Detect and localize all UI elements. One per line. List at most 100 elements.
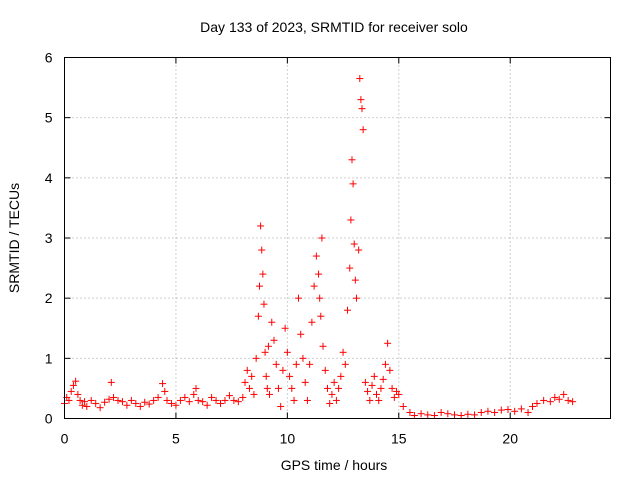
data-point: [564, 396, 572, 404]
data-point: [245, 384, 253, 392]
data-point: [477, 408, 485, 416]
data-point: [341, 360, 349, 368]
data-point: [264, 342, 272, 350]
data-point: [92, 399, 100, 407]
data-point: [323, 384, 331, 392]
data-point: [161, 387, 169, 395]
data-point: [306, 360, 314, 368]
data-point: [316, 294, 324, 302]
data-point: [350, 240, 358, 248]
data-point: [266, 390, 274, 398]
data-point: [290, 396, 298, 404]
data-point: [321, 366, 329, 374]
data-point: [257, 222, 265, 230]
data-point: [76, 396, 84, 404]
y-tick-label: 0: [45, 411, 53, 427]
data-point: [364, 387, 372, 395]
data-point: [185, 398, 193, 406]
data-point: [190, 390, 198, 398]
data-point: [274, 384, 282, 392]
data-point: [430, 411, 438, 419]
data-point: [417, 410, 425, 418]
data-point: [437, 408, 445, 416]
data-point: [491, 408, 499, 416]
data-point: [281, 324, 289, 332]
data-point: [263, 384, 271, 392]
x-tick-label: 15: [391, 431, 407, 447]
data-point: [351, 276, 359, 284]
data-point: [484, 407, 492, 415]
data-point: [335, 384, 343, 392]
data-point: [533, 399, 541, 407]
data-point: [283, 348, 291, 356]
data-point: [261, 348, 269, 356]
data-point: [167, 399, 175, 407]
data-point: [315, 270, 323, 278]
data-point: [347, 216, 355, 224]
data-point: [497, 406, 505, 414]
data-point: [317, 312, 325, 320]
data-point: [114, 396, 122, 404]
data-point: [297, 330, 305, 338]
data-point: [318, 234, 326, 242]
data-point: [330, 378, 338, 386]
data-point: [105, 395, 113, 403]
data-point: [256, 282, 263, 290]
data-point: [136, 402, 144, 410]
data-point: [230, 396, 238, 404]
data-point: [326, 399, 334, 407]
data-point: [172, 401, 180, 409]
data-point: [464, 410, 472, 418]
chart-title: Day 133 of 2023, SRMTID for receiver sol…: [200, 19, 468, 35]
data-point: [72, 377, 80, 385]
data-point: [252, 354, 260, 362]
data-point: [270, 336, 278, 344]
data-point: [384, 339, 392, 347]
data-point: [451, 411, 458, 419]
y-tick-label: 2: [45, 290, 53, 306]
data-point: [303, 396, 311, 404]
data-point: [78, 401, 86, 409]
data-point: [203, 401, 211, 409]
data-point: [199, 398, 207, 406]
data-point: [366, 396, 374, 404]
data-point: [69, 381, 77, 389]
y-tick-label: 4: [45, 170, 53, 186]
data-point: [292, 360, 300, 368]
data-point: [83, 402, 91, 410]
data-points: [61, 75, 577, 419]
x-tick-label: 20: [502, 431, 518, 447]
data-point: [258, 246, 266, 254]
data-point: [517, 405, 525, 413]
data-point: [286, 372, 294, 380]
data-point: [250, 390, 258, 398]
data-point: [107, 378, 115, 386]
data-point: [471, 411, 479, 419]
data-point: [194, 396, 202, 404]
data-point: [254, 312, 262, 320]
data-point: [277, 402, 285, 410]
data-point: [81, 398, 89, 406]
data-point: [101, 398, 109, 406]
data-point: [348, 156, 356, 164]
data-point: [529, 402, 536, 410]
data-point: [110, 393, 118, 401]
data-point: [295, 294, 302, 302]
data-point: [373, 390, 380, 398]
data-point: [332, 396, 340, 404]
data-point: [241, 378, 249, 386]
data-point: [356, 75, 364, 83]
data-point: [312, 252, 320, 260]
data-point: [123, 401, 131, 409]
data-point: [358, 105, 366, 113]
data-point: [551, 393, 559, 401]
data-point: [560, 390, 568, 398]
y-tick-label: 3: [45, 230, 53, 246]
data-point: [349, 180, 357, 188]
data-point: [386, 366, 394, 374]
data-point: [308, 318, 316, 326]
y-axis-label: SRMTID / TECUs: [6, 183, 22, 293]
data-point: [118, 398, 126, 406]
